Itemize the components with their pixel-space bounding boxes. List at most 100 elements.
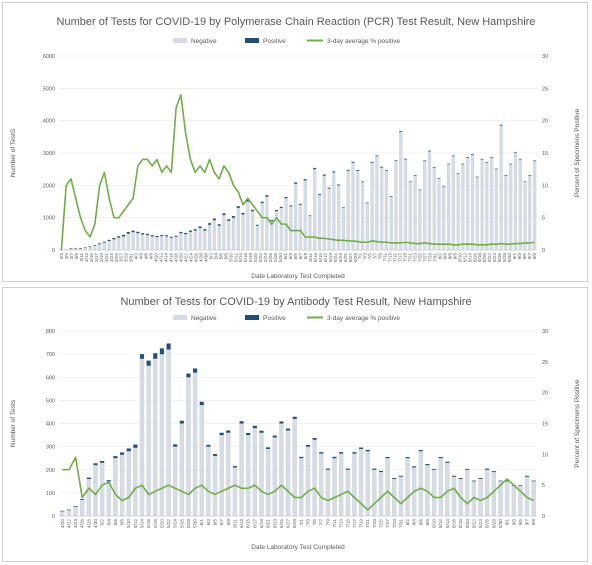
x-tick-label: 8/10 xyxy=(457,253,462,262)
bar-positive xyxy=(106,480,111,482)
bar-negative xyxy=(394,160,398,251)
x-tick-label: 8/8 xyxy=(452,253,457,260)
bar-negative xyxy=(338,453,344,517)
bar-positive xyxy=(120,452,125,455)
bar-positive xyxy=(365,449,370,452)
x-tick-label: 3/17 xyxy=(94,253,99,262)
bar-negative xyxy=(399,131,403,251)
bar-positive xyxy=(437,178,441,179)
bar-positive xyxy=(126,232,130,234)
x-tick-label: 6/25 xyxy=(279,519,284,528)
x-tick-label: 3/11 xyxy=(79,253,84,262)
x-tick-label: 8/14 xyxy=(445,519,450,528)
bar-positive xyxy=(79,248,82,249)
bar-positive xyxy=(198,226,202,229)
bar-positive xyxy=(490,157,494,158)
bar-positive xyxy=(531,480,536,482)
bar-negative xyxy=(351,162,355,251)
bar-negative xyxy=(485,469,490,517)
x-tick-label: 3/15 xyxy=(89,253,94,262)
x-tick-label: 7/19 xyxy=(359,519,364,528)
bar-positive xyxy=(504,175,508,176)
bar-positive xyxy=(246,199,250,202)
x-tick-label: 5/28 xyxy=(273,253,278,262)
x-tick-label: 7/27 xyxy=(385,519,390,528)
bar-negative xyxy=(445,462,450,517)
bar-negative xyxy=(102,242,106,251)
bar-positive xyxy=(107,239,111,241)
bar-positive xyxy=(533,160,537,162)
bar-positive xyxy=(346,169,350,171)
bar-positive xyxy=(166,343,171,350)
x-tick-label: 8/12 xyxy=(462,253,467,262)
y-axis-label: Number of TestS xyxy=(10,128,17,177)
y-tick-label: 0 xyxy=(52,514,55,520)
bar-negative xyxy=(66,510,72,517)
y2-tick-label: 15 xyxy=(542,151,548,157)
bar-negative xyxy=(193,230,197,251)
y-tick-label: 100 xyxy=(46,491,55,497)
bar-negative xyxy=(270,220,274,251)
legend: Negative Positive 3-day average % positive xyxy=(173,38,400,45)
bar-positive xyxy=(313,167,317,170)
bar-negative xyxy=(432,167,436,251)
bar-negative xyxy=(494,169,498,251)
bar-negative xyxy=(437,178,441,251)
x-tick-label: 5/26 xyxy=(179,519,184,528)
x-tick-label: 3/23 xyxy=(109,253,114,262)
bar-negative xyxy=(60,511,65,517)
bar-positive xyxy=(392,478,397,479)
legend-label-line: 3-day average % positive xyxy=(327,38,400,45)
bar-negative xyxy=(93,465,98,517)
bar-positive xyxy=(499,124,503,126)
x-tick-label: 4/10 xyxy=(154,253,159,262)
bar-positive xyxy=(102,241,106,243)
bar-positive xyxy=(285,428,291,431)
y2-tick-label: 15 xyxy=(542,422,548,428)
bar-positive xyxy=(113,456,118,459)
x-tick-label: 5/12 xyxy=(233,253,238,262)
x-tick-label: 8/16 xyxy=(472,253,477,262)
bar-positive xyxy=(339,452,344,454)
bar-positive xyxy=(470,153,474,155)
bar-positive xyxy=(80,498,85,500)
bar-positive xyxy=(523,181,527,183)
x-tick-label: 8/10 xyxy=(432,519,437,528)
bar-negative xyxy=(136,233,140,251)
bar-negative xyxy=(279,423,284,517)
x-tick-label: 6/9 xyxy=(226,519,231,526)
bar-positive xyxy=(98,243,102,245)
legend-label-negative: Negative xyxy=(191,315,217,322)
bar-negative xyxy=(80,499,85,517)
x-tick-label: 7/11 xyxy=(383,253,388,262)
bars xyxy=(60,343,536,517)
bar-negative xyxy=(117,237,121,251)
bar-positive xyxy=(303,179,307,181)
x-tick-label: 6/13 xyxy=(239,519,244,528)
bar-negative xyxy=(327,188,331,251)
bar-positive xyxy=(312,438,317,440)
bar-negative xyxy=(126,451,131,517)
x-tick-label: 5/14 xyxy=(139,519,144,528)
bar-positive xyxy=(146,360,151,366)
x-tick-label: 5/4 xyxy=(106,519,111,526)
y-tick-label: 6000 xyxy=(43,54,55,60)
bar-negative xyxy=(352,453,357,517)
bar-positive xyxy=(418,189,422,191)
x-tick-label: 4/12 xyxy=(159,253,164,262)
x-tick-label: 7/13 xyxy=(339,519,344,528)
bar-negative xyxy=(533,160,537,251)
x-tick-label: 8/2 xyxy=(405,519,410,526)
x-axis-label: Date Laboratory Test Completed xyxy=(251,273,345,280)
bar-negative xyxy=(239,423,244,517)
bar-negative xyxy=(241,214,245,251)
bar-positive xyxy=(193,229,197,231)
bar-positive xyxy=(398,475,403,477)
bar-negative xyxy=(478,478,483,517)
x-tick-label: 4/22 xyxy=(66,519,71,528)
x-tick-label: 8/6 xyxy=(447,253,452,260)
bar-positive xyxy=(432,166,436,168)
y2-tick-label: 25 xyxy=(542,86,548,92)
bar-negative xyxy=(312,439,317,517)
legend: Negative Positive 3-day average % positive xyxy=(173,315,400,322)
